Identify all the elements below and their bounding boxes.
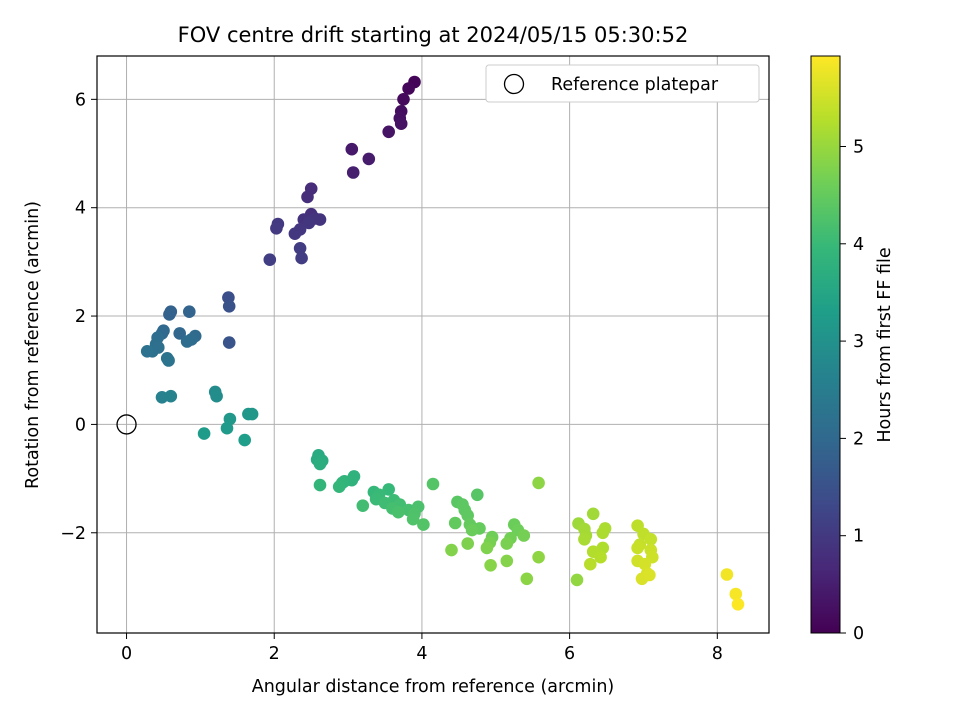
data-point: [532, 476, 545, 490]
data-point: [245, 407, 259, 421]
data-point: [520, 572, 534, 586]
x-axis-ticks: 0 2 4 6 8: [121, 633, 723, 664]
data-point: [578, 533, 591, 546]
data-point: [445, 543, 458, 557]
colorbar: 0 1 2 3 4 5 Hours from first FF file: [810, 55, 895, 644]
y-axis-label: Rotation from reference (arcmin): [23, 201, 43, 489]
data-point: [471, 488, 484, 502]
data-point: [382, 483, 396, 496]
data-point: [220, 421, 234, 435]
data-point: [356, 499, 370, 512]
colorbar-tick-label: 2: [853, 429, 864, 449]
data-point: [288, 227, 302, 240]
legend-entry-label: Reference platepar: [551, 75, 719, 95]
data-point: [222, 336, 236, 349]
data-point: [461, 537, 475, 550]
x-tick-label: 2: [269, 644, 280, 664]
data-point: [586, 507, 600, 521]
data-point: [263, 253, 277, 266]
data-point: [406, 512, 420, 526]
data-point: [426, 477, 440, 491]
grid-lines: [97, 56, 769, 633]
data-point: [238, 433, 251, 447]
data-point: [594, 550, 607, 564]
data-point: [402, 82, 415, 95]
data-point: [417, 518, 430, 531]
data-point: [631, 541, 644, 555]
y-tick-label: −2: [60, 524, 86, 544]
x-tick-label: 6: [564, 644, 575, 664]
data-point: [570, 573, 584, 587]
colorbar-tick-label: 3: [853, 332, 864, 352]
data-point: [197, 427, 211, 440]
data-point: [313, 213, 327, 226]
x-axis-label: Angular distance from reference (arcmin): [252, 677, 615, 697]
reference-platepar-marker: [116, 414, 137, 435]
data-point: [720, 568, 734, 581]
data-point: [362, 152, 376, 166]
data-point: [394, 117, 408, 130]
data-point: [484, 559, 497, 572]
colorbar-ticks: 0 1 2 3 4 5: [840, 137, 864, 644]
y-tick-label: 6: [75, 90, 86, 110]
colorbar-gradient: [810, 55, 841, 634]
data-points: [140, 75, 745, 611]
data-point: [382, 125, 396, 139]
data-point: [302, 216, 316, 230]
data-point: [643, 568, 656, 582]
data-point: [332, 480, 346, 494]
y-tick-label: 2: [75, 307, 86, 327]
data-point: [644, 533, 658, 546]
reference-marker-group: [116, 414, 137, 435]
data-point: [480, 541, 494, 555]
colorbar-label: Hours from first FF file: [875, 247, 895, 442]
data-point: [180, 335, 194, 348]
data-point: [517, 529, 531, 542]
data-point: [164, 389, 178, 403]
data-point: [465, 523, 479, 537]
data-point: [500, 554, 514, 568]
colorbar-tick-label: 0: [853, 624, 864, 644]
x-tick-label: 8: [712, 644, 723, 664]
data-point: [346, 166, 360, 179]
y-axis-ticks: −2 0 2 4 6: [60, 90, 97, 544]
data-point: [270, 222, 283, 235]
data-point: [313, 478, 327, 492]
data-point: [222, 300, 236, 313]
data-point: [183, 305, 196, 319]
x-tick-label: 0: [121, 644, 132, 664]
data-point: [596, 526, 610, 540]
data-point: [448, 516, 462, 530]
colorbar-tick-label: 4: [853, 235, 864, 255]
data-point: [162, 354, 175, 367]
legend: Reference platepar: [485, 64, 760, 103]
data-point: [140, 345, 154, 358]
data-point: [313, 457, 327, 471]
data-point: [295, 251, 308, 265]
colorbar-tick-label: 1: [853, 527, 864, 547]
data-point: [173, 327, 186, 340]
data-point: [301, 190, 314, 204]
data-point: [392, 505, 405, 519]
data-point: [584, 557, 597, 571]
colorbar-tick-label: 5: [853, 137, 864, 157]
legend-box: [485, 64, 760, 103]
y-tick-label: 0: [75, 415, 86, 435]
data-point: [163, 308, 176, 321]
data-point: [729, 587, 743, 601]
data-point: [532, 550, 545, 564]
x-tick-label: 4: [416, 644, 427, 664]
data-point: [731, 598, 745, 611]
data-point: [293, 242, 307, 255]
data-point: [345, 142, 359, 156]
y-tick-label: 4: [75, 199, 86, 219]
data-point: [500, 537, 514, 550]
plot-frame: [96, 55, 770, 634]
legend-marker-icon: [503, 73, 525, 95]
data-point: [210, 389, 223, 403]
data-point: [397, 93, 410, 106]
chart-title: FOV centre drift starting at 2024/05/15 …: [178, 23, 689, 47]
